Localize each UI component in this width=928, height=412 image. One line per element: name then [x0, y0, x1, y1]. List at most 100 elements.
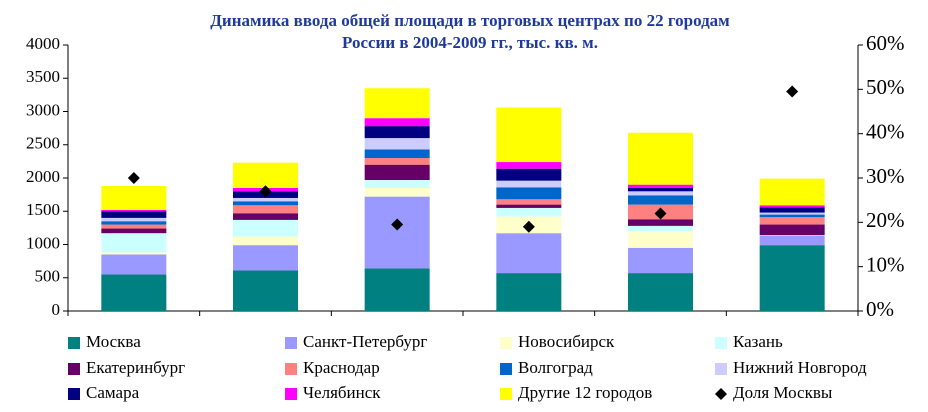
bar-segment	[496, 199, 562, 205]
legend-label: Санкт-Петербург	[303, 332, 427, 351]
bar-segment	[496, 273, 562, 311]
bar-segment	[233, 201, 298, 206]
bar-segment	[759, 224, 825, 236]
bar-segment	[233, 213, 298, 220]
legend-swatch	[285, 363, 297, 375]
bar-segment	[759, 212, 825, 215]
y-tick-label: 0	[52, 300, 61, 319]
legend-marker	[715, 388, 727, 400]
bar-segment	[628, 191, 693, 196]
y-tick-label: 2500	[26, 134, 60, 153]
legend-label: Другие 12 городов	[518, 383, 652, 402]
bar-segment	[496, 107, 562, 163]
bar-segment	[628, 184, 693, 188]
legend-swatch	[715, 337, 727, 349]
legend-label: Доля Москвы	[733, 383, 833, 402]
bar-segment	[364, 118, 430, 127]
chart-title: России в 2004-2009 гг., тыс. кв. м.	[342, 33, 598, 52]
bar-segment	[628, 187, 693, 192]
y2-tick-label: 50%	[866, 75, 905, 99]
legend-label: Краснодар	[303, 358, 380, 377]
bar-segment	[364, 196, 430, 269]
y2-tick-label: 10%	[866, 252, 905, 276]
bar-segment	[759, 235, 825, 246]
bar-segment	[628, 273, 693, 311]
bar-segment	[364, 164, 430, 180]
bar-segment	[364, 149, 430, 159]
y2-tick-label: 20%	[866, 208, 905, 232]
y2-tick-label: 0%	[866, 297, 894, 321]
marker	[522, 220, 535, 233]
legend-swatch	[68, 337, 80, 349]
bar-segment	[628, 195, 693, 205]
y2-tick-label: 60%	[866, 31, 905, 55]
marker	[786, 85, 799, 98]
marker	[127, 172, 140, 184]
legend-label: Челябинск	[303, 383, 381, 402]
bar-segment	[233, 205, 298, 214]
bar-segment	[364, 187, 430, 197]
legend-swatch	[500, 337, 512, 349]
bar-segment	[496, 233, 562, 274]
y2-tick-label: 30%	[866, 164, 905, 188]
bar-segment	[233, 270, 298, 311]
legend-label: Казань	[733, 332, 783, 351]
bar-segment	[496, 207, 562, 217]
legend-swatch	[500, 388, 512, 400]
y-tick-label: 1000	[26, 233, 60, 252]
legend-label: Москва	[86, 332, 141, 351]
y2-tick-label: 40%	[866, 119, 905, 143]
bar-segment	[628, 219, 693, 226]
marker	[259, 185, 272, 198]
legend-swatch	[285, 388, 297, 400]
bar-segment	[364, 88, 430, 119]
bar-segment	[759, 207, 825, 213]
bar-segment	[364, 138, 430, 150]
legend-label: Самара	[86, 383, 140, 402]
y-tick-label: 4000	[26, 34, 60, 53]
legend-swatch	[715, 363, 727, 375]
chart-title: Динамика ввода общей площади в торговых …	[210, 11, 730, 30]
bar-segment	[759, 217, 825, 225]
legend-label: Екатеринбург	[86, 358, 185, 377]
bar-segment	[759, 205, 825, 208]
bar-segment	[101, 252, 167, 255]
bar-segment	[101, 274, 167, 311]
bar-segment	[628, 225, 693, 232]
bar-segment	[364, 268, 430, 311]
y-tick-label: 3000	[26, 100, 60, 119]
bar-segment	[759, 235, 825, 236]
bar-segment	[759, 245, 825, 311]
bar-segment	[233, 236, 298, 246]
y-tick-label: 500	[35, 267, 61, 286]
legend-label: Новосибирск	[518, 332, 615, 351]
bar-segment	[233, 162, 298, 188]
legend-swatch	[500, 363, 512, 375]
bar-segment	[101, 228, 167, 234]
legend-label: Нижний Новгород	[733, 358, 867, 377]
marker	[391, 218, 404, 231]
bar-segment	[496, 168, 562, 181]
bar-segment	[496, 187, 562, 200]
bar-segment	[101, 209, 167, 212]
legend-label: Волгоград	[518, 358, 593, 377]
bar-segment	[101, 217, 167, 222]
bar-segment	[759, 214, 825, 218]
bar-segment	[364, 179, 430, 188]
bar-segment	[101, 211, 167, 218]
legend-swatch	[68, 363, 80, 375]
bar-segment	[101, 224, 167, 229]
bar-segment	[233, 245, 298, 271]
bar-segment	[101, 185, 167, 210]
bar-segment	[364, 126, 430, 139]
bar-segment	[233, 219, 298, 237]
legend-swatch	[285, 337, 297, 349]
bar-segment	[496, 180, 562, 188]
bar-segment	[233, 197, 298, 202]
marker	[654, 207, 667, 220]
bar-segment	[101, 221, 167, 225]
legend-swatch	[68, 388, 80, 400]
bar-segment	[628, 247, 693, 274]
bar-segment	[496, 204, 562, 208]
